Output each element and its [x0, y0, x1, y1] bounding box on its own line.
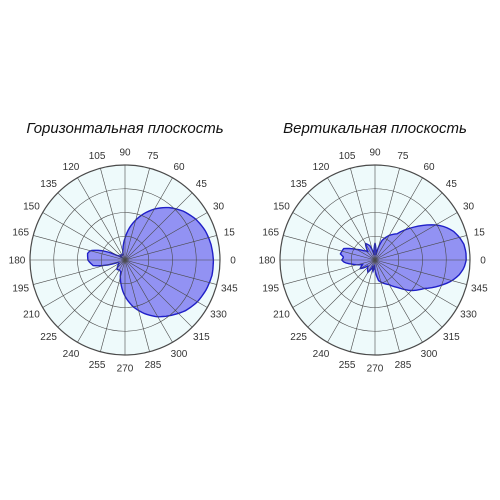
vertical-angle-tick-label: 210	[273, 310, 290, 321]
horizontal-grid-spoke	[77, 177, 126, 261]
horizontal-polar-chart: 0 15 30 45 60 75 90 105 120 135 150 165 180 195 210225…	[9, 148, 238, 375]
vertical-angle-tick-label: 45	[446, 179, 458, 190]
vertical-angle-tick-label: 270	[367, 364, 384, 375]
horizontal-grid-spoke	[124, 168, 150, 261]
vertical-angle-tick-label: 255	[339, 360, 356, 371]
vertical-angle-tick-label: 195	[262, 283, 279, 294]
horizontal-grid-spoke	[33, 235, 126, 261]
horizontal-grid-spoke	[124, 177, 173, 261]
vertical-grid-spoke	[374, 168, 400, 261]
horizontal-grid-spoke	[124, 259, 208, 308]
horizontal-grid-spoke	[124, 259, 150, 352]
horizontal-angle-tick-label: 345	[221, 283, 238, 294]
vertical-angle-tick-label: 315	[443, 332, 460, 343]
horizontal-angle-tick-label: 165	[12, 228, 29, 239]
horizontal-grid-spoke	[77, 259, 126, 343]
horizontal-grid-spoke	[57, 192, 126, 261]
vertical-grid-spoke	[327, 177, 376, 261]
horizontal-angle-tick-label: 270	[117, 364, 134, 375]
vertical-grid-spoke	[307, 192, 376, 261]
vertical-angle-tick-label: 105	[339, 151, 356, 162]
horizontal-angle-tick-label: 330	[210, 310, 227, 321]
horizontal-angle-tick-label: 30	[213, 202, 225, 213]
horizontal-angle-tick-label: 90	[119, 148, 131, 159]
horizontal-grid-spoke	[57, 259, 126, 328]
horizontal-angle-tick-label: 210	[23, 310, 40, 321]
vertical-grid-spoke	[350, 259, 376, 352]
horizontal-grid-spoke	[124, 235, 217, 261]
vertical-grid-spoke	[327, 259, 376, 343]
vertical-angle-tick-label: 90	[369, 148, 381, 159]
horizontal-angle-tick-label: 45	[196, 179, 208, 190]
horizontal-grid-spoke	[33, 259, 126, 285]
vertical-angle-tick-label: 120	[313, 162, 330, 173]
horizontal-angle-tick-label: 195	[12, 283, 29, 294]
vertical-angle-tick-label: 15	[474, 228, 486, 239]
vertical-angle-tick-label: 225	[290, 332, 307, 343]
horizontal-grid-spoke	[42, 212, 126, 261]
horizontal-angle-tick-label: 150	[23, 202, 40, 213]
horizontal-angle-tick-label: 120	[63, 162, 80, 173]
vertical-grid-spoke	[374, 259, 458, 308]
horizontal-angle-tick-label: 75	[147, 151, 159, 162]
horizontal-grid-spoke	[42, 259, 126, 308]
vertical-angle-tick-label: 330	[460, 310, 477, 321]
horizontal-angle-tick-label: 0	[230, 256, 236, 267]
vertical-angle-tick-label: 180	[259, 256, 276, 267]
horizontal-angle-tick-label: 255	[89, 360, 106, 371]
vertical-grid-spoke	[283, 235, 376, 261]
vertical-grid-spoke	[374, 259, 423, 343]
vertical-angle-tick-label: 150	[273, 202, 290, 213]
vertical-grid-spoke	[307, 259, 376, 328]
vertical-polar-chart: 0 15 30 45 60 75 90 105 120 135 150 165 180 195 210225…	[259, 148, 488, 375]
vertical-angle-tick-label: 240	[313, 349, 330, 360]
vertical-angle-tick-label: 165	[262, 228, 279, 239]
vertical-grid-spoke	[374, 259, 467, 285]
vertical-grid-spoke	[374, 235, 467, 261]
vertical-grid-spoke	[292, 259, 376, 308]
vertical-angle-tick-label: 285	[395, 360, 412, 371]
horizontal-angle-tick-label: 240	[63, 349, 80, 360]
horizontal-grid-spoke	[100, 259, 126, 352]
vertical-angle-tick-label: 345	[471, 283, 488, 294]
horizontal-grid-spoke	[124, 259, 193, 328]
vertical-angle-tick-label: 0	[480, 256, 486, 267]
vertical-angle-tick-label: 135	[290, 179, 307, 190]
vertical-plane-title: Вертикальная плоскость	[283, 120, 467, 137]
vertical-grid-spoke	[374, 192, 443, 261]
horizontal-plane-panel: Горизонтальная плоскость 0 15 30 45 60 75 90 10…	[9, 120, 238, 375]
horizontal-angle-tick-label: 15	[224, 228, 236, 239]
vertical-angle-tick-label: 60	[423, 162, 435, 173]
horizontal-grid-spoke	[124, 192, 193, 261]
vertical-grid-spoke	[374, 177, 423, 261]
horizontal-angle-tick-label: 300	[171, 349, 188, 360]
horizontal-angle-tick-label: 105	[89, 151, 106, 162]
horizontal-angle-tick-label: 135	[40, 179, 57, 190]
horizontal-grid-spoke	[124, 259, 173, 343]
horizontal-angle-tick-label: 285	[145, 360, 162, 371]
horizontal-grid-spoke	[124, 259, 217, 285]
vertical-grid-spoke	[374, 259, 443, 328]
vertical-plane-panel: Вертикальная плоскость 0 15 30 45 60 75 90 105 1…	[250, 0, 500, 500]
horizontal-grid-spoke	[124, 212, 208, 261]
vertical-angle-tick-label: 30	[463, 202, 475, 213]
horizontal-plane-title: Горизонтальная плоскость	[26, 120, 224, 137]
vertical-angle-tick-label: 300	[421, 349, 438, 360]
vertical-angle-tick-label: 75	[397, 151, 409, 162]
horizontal-angle-tick-label: 180	[9, 256, 26, 267]
horizontal-grid-spoke	[100, 168, 126, 261]
vertical-grid-spoke	[374, 259, 400, 352]
vertical-grid-spoke	[350, 168, 376, 261]
horizontal-angle-tick-label: 60	[173, 162, 185, 173]
vertical-grid-spoke	[374, 212, 458, 261]
horizontal-angle-tick-label: 315	[193, 332, 210, 343]
horizontal-angle-tick-label: 225	[40, 332, 57, 343]
vertical-grid-spoke	[292, 212, 376, 261]
vertical-grid-spoke	[283, 259, 376, 285]
